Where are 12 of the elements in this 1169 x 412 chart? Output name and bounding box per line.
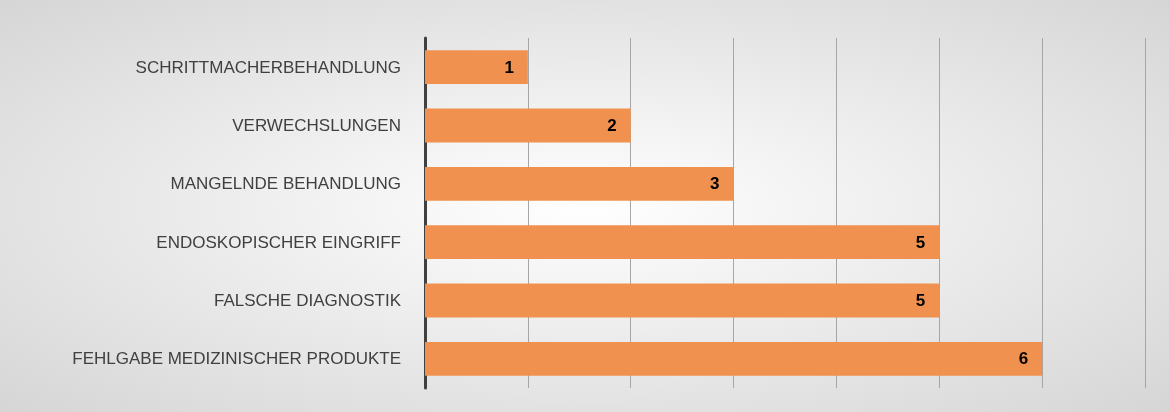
y-tick-label: MANGELNDE BEHANDLUNG	[170, 174, 401, 194]
y-tick-label: FALSCHE DIAGNOSTIK	[213, 291, 402, 310]
y-tick-label: FEHLGABE MEDIZINISCHER PRODUKTE	[72, 349, 401, 369]
data-label: 6	[1018, 349, 1029, 369]
data-label: 2	[607, 116, 617, 135]
y-tick-label: VERWECHSLUNGEN	[232, 116, 401, 135]
data-label: 1	[504, 57, 514, 77]
data-label: 5	[915, 232, 926, 252]
y-tick-label: SCHRITTMACHERBEHANDLUNG	[135, 57, 401, 77]
data-label: 3	[710, 174, 720, 194]
data-label: 5	[915, 291, 926, 310]
y-tick-label: ENDOSKOPISCHER EINGRIFF	[156, 232, 401, 252]
